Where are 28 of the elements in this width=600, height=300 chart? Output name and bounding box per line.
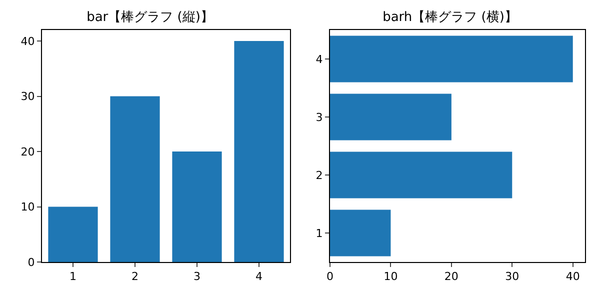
x-tick-label: 10 bbox=[384, 270, 398, 284]
x-tick-label: 20 bbox=[444, 270, 458, 284]
y-tick-label: 10 bbox=[20, 200, 35, 214]
bar bbox=[110, 96, 160, 262]
bar bbox=[172, 152, 222, 262]
x-tick-label: 0 bbox=[326, 270, 334, 284]
bar bbox=[330, 94, 452, 140]
y-tick-label: 4 bbox=[316, 52, 323, 66]
y-tick-label: 40 bbox=[20, 34, 35, 48]
bar bbox=[330, 36, 573, 82]
y-tick-label: 1 bbox=[316, 226, 323, 240]
y-tick-label: 20 bbox=[20, 145, 35, 158]
bar bbox=[330, 152, 512, 198]
chart-title: bar【棒グラフ (縦)】 bbox=[86, 10, 214, 26]
bar bbox=[48, 206, 98, 262]
y-tick-label: 3 bbox=[316, 110, 323, 124]
y-tick-label: 0 bbox=[28, 256, 35, 269]
y-tick-label: 30 bbox=[20, 90, 35, 104]
bar bbox=[330, 210, 391, 256]
x-tick-label: 40 bbox=[566, 270, 580, 284]
chart-title: barh【棒グラフ (横)】 bbox=[382, 10, 518, 26]
x-tick-label: 1 bbox=[70, 270, 76, 284]
x-tick-label: 4 bbox=[256, 270, 262, 284]
y-tick-label: 2 bbox=[316, 168, 323, 182]
x-tick-label: 30 bbox=[505, 270, 520, 284]
x-tick-label: 2 bbox=[132, 270, 138, 284]
bar bbox=[234, 41, 284, 262]
x-tick-label: 3 bbox=[194, 270, 200, 284]
